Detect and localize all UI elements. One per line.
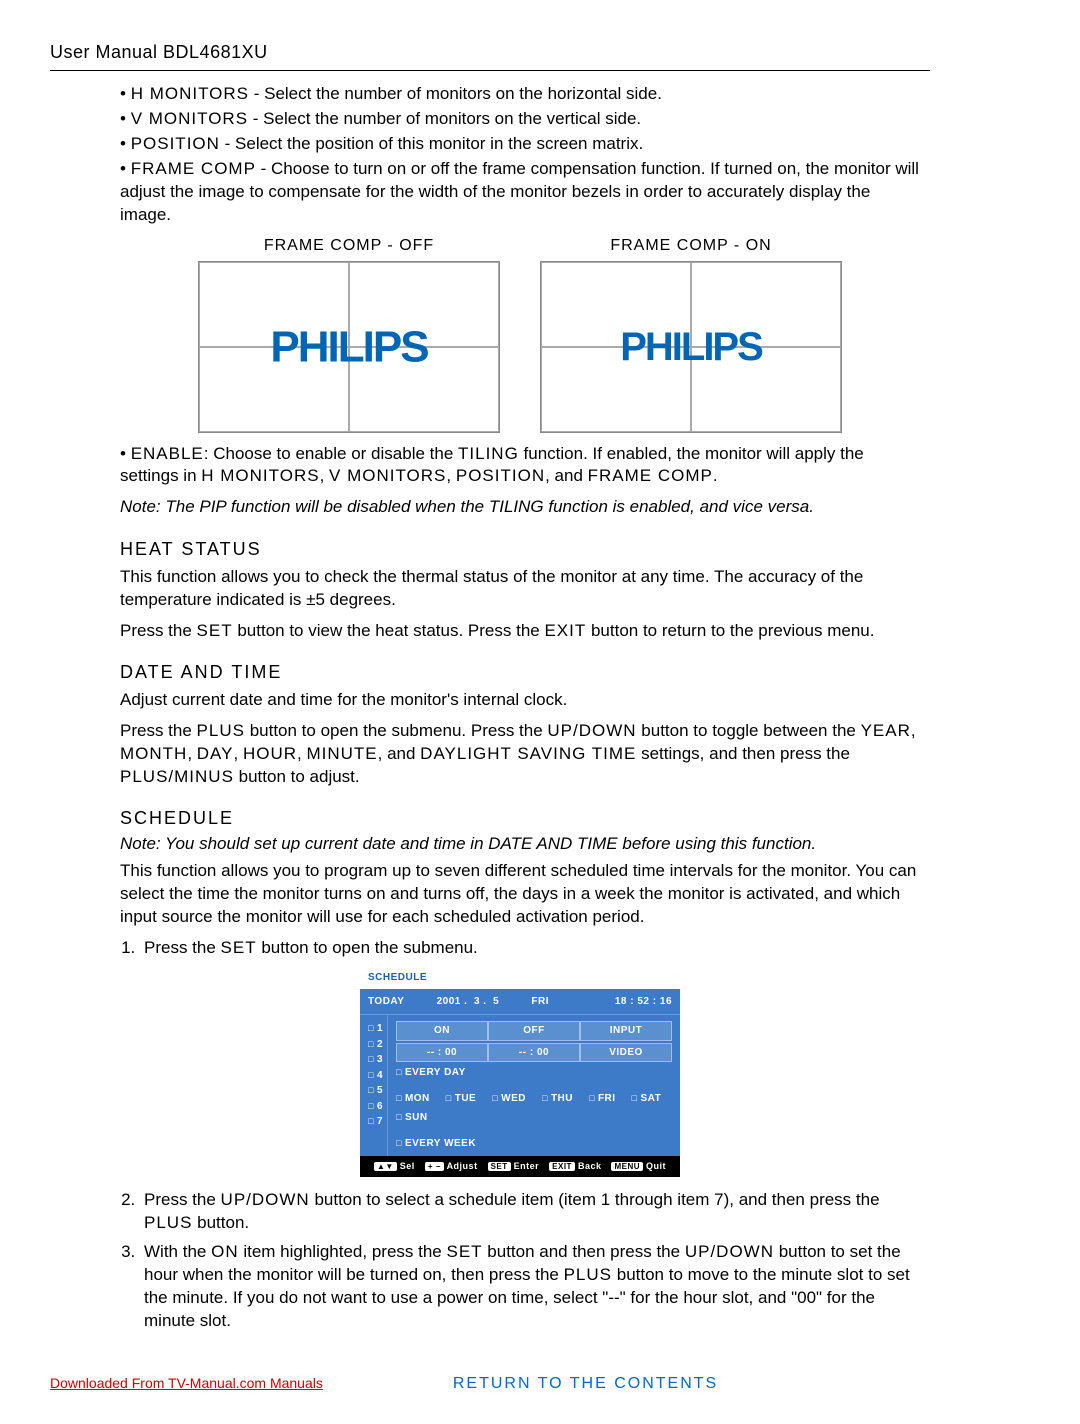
framecomp-on-col: FRAME COMP - ON PHILIPS	[540, 235, 842, 433]
bullet-enable: ENABLE: Choose to enable or disable the …	[120, 443, 920, 489]
step-1: Press the SET button to open the submenu…	[140, 937, 920, 960]
bullet-list: H MONITORS - Select the number of monito…	[120, 83, 920, 227]
schedule-p1: This function allows you to program up t…	[120, 860, 920, 929]
updown-key-icon: ▲▼	[374, 1162, 397, 1171]
osd-screenshot: SCHEDULE TODAY 2001 . 3 . 5 FRI 18 : 52 …	[120, 967, 920, 1177]
osd-day-checkbox: SAT	[632, 1092, 662, 1106]
osd-day-checkbox: WED	[492, 1092, 526, 1106]
osd-value-row: -- : 00 -- : 00 VIDEO	[396, 1043, 672, 1063]
tile-grid-on: PHILIPS	[540, 261, 842, 433]
set-key-icon: SET	[488, 1162, 511, 1171]
vmon: V MONITORS	[329, 466, 446, 485]
osd-schedule-item: 4	[368, 1068, 383, 1084]
today-label: TODAY	[368, 995, 404, 1009]
osd-day-checkbox: MON	[396, 1092, 430, 1106]
bullet-vmonitors: V MONITORS - Select the number of monito…	[120, 108, 920, 131]
osd-footer: ▲▼ Sel + − Adjust SET Enter EXIT Back ME…	[360, 1156, 680, 1177]
osd-schedule-item: 5	[368, 1083, 383, 1099]
datetime-p1: Adjust current date and time for the mon…	[120, 689, 920, 712]
osd-off-header: OFF	[488, 1021, 580, 1041]
heat-status-title: HEAT STATUS	[120, 537, 920, 561]
osd-on-header: ON	[396, 1021, 488, 1041]
osd-input-value: VIDEO	[580, 1043, 672, 1063]
osd-days: EVERY DAY MON TUE WED THU FRI SAT SUN EVERY WE…	[396, 1066, 672, 1150]
bullet-hmonitors: H MONITORS - Select the number of monito…	[120, 83, 920, 106]
osd-day-checkbox: TUE	[446, 1092, 476, 1106]
pip-note: Note: The PIP function will be disabled …	[120, 496, 920, 519]
datetime-p2: Press the PLUS button to open the submen…	[120, 720, 920, 789]
osd-body: TODAY 2001 . 3 . 5 FRI 18 : 52 : 16 1234…	[360, 989, 680, 1157]
osd-main: 1234567 ON OFF INPUT -- : 00 -- : 00 VID…	[360, 1015, 680, 1156]
datetime-title: DATE AND TIME	[120, 660, 920, 684]
text: - Select the number of monitors on the h…	[249, 84, 662, 103]
label: H MONITORS	[131, 84, 249, 103]
bullet-framecomp: FRAME COMP - Choose to turn on or off th…	[120, 158, 920, 227]
label: FRAME COMP	[131, 159, 256, 178]
osd-day-checkbox: SUN	[396, 1111, 428, 1125]
osd-schedule-item: 1	[368, 1021, 383, 1037]
osd-panel: SCHEDULE TODAY 2001 . 3 . 5 FRI 18 : 52 …	[360, 967, 680, 1177]
osd-schedule-item: 6	[368, 1099, 383, 1115]
osd-off-value: -- : 00	[488, 1043, 580, 1063]
framecomp-diagram: FRAME COMP - OFF PHILIPS FRAME COMP - ON…	[120, 235, 920, 433]
osd-day-checkbox: THU	[542, 1092, 573, 1106]
step-3: With the ON item highlighted, press the …	[140, 1241, 920, 1333]
framecomp-on-label: FRAME COMP - ON	[540, 235, 842, 257]
exit-key-icon: EXIT	[549, 1162, 575, 1171]
tiling: TILING	[458, 444, 519, 463]
enable-bullet-list: ENABLE: Choose to enable or disable the …	[120, 443, 920, 489]
schedule-note: Note: You should set up current date and…	[120, 833, 920, 856]
osd-input-header: INPUT	[580, 1021, 672, 1041]
download-link[interactable]: Downloaded From TV-Manual.com Manuals	[50, 1374, 323, 1393]
osd-schedule-item: 3	[368, 1052, 383, 1068]
osd-header-row: ON OFF INPUT	[396, 1021, 672, 1041]
text: - Select the number of monitors on the v…	[248, 109, 641, 128]
label: V MONITORS	[131, 109, 248, 128]
page-footer: Downloaded From TV-Manual.com Manuals RE…	[50, 1373, 930, 1395]
page-header: User Manual BDL4681XU	[50, 40, 930, 71]
osd-day-checkbox: FRI	[589, 1092, 616, 1106]
osd-items-col: 1234567	[360, 1015, 388, 1156]
step-2: Press the UP/DOWN button to select a sch…	[140, 1189, 920, 1235]
heat-p2: Press the SET button to view the heat st…	[120, 620, 920, 643]
schedule-title: SCHEDULE	[120, 806, 920, 830]
today-day: FRI	[531, 995, 549, 1009]
osd-right-col: ON OFF INPUT -- : 00 -- : 00 VIDEO EVERY…	[388, 1015, 680, 1156]
osd-title: SCHEDULE	[360, 967, 680, 989]
today-time: 18 : 52 : 16	[553, 995, 672, 1009]
osd-schedule-item: 2	[368, 1037, 383, 1053]
content: H MONITORS - Select the number of monito…	[120, 83, 920, 1333]
philips-logo: PHILIPS	[620, 320, 762, 374]
plusminus-key-icon: + −	[425, 1162, 444, 1171]
schedule-steps-cont: Press the UP/DOWN button to select a sch…	[120, 1189, 920, 1333]
everyday-checkbox: EVERY DAY	[396, 1066, 466, 1080]
hmon: H MONITORS	[201, 466, 319, 485]
label: POSITION	[131, 134, 220, 153]
schedule-steps: Press the SET button to open the submenu…	[120, 937, 920, 960]
bullet-position: POSITION - Select the position of this m…	[120, 133, 920, 156]
framecomp-off-label: FRAME COMP - OFF	[198, 235, 500, 257]
philips-logo: PHILIPS	[270, 317, 427, 376]
heat-p1: This function allows you to check the th…	[120, 566, 920, 612]
text: - Select the position of this monitor in…	[220, 134, 643, 153]
tile-grid-off: PHILIPS	[198, 261, 500, 433]
return-to-contents-link[interactable]: RETURN TO THE CONTENTS	[453, 1373, 718, 1395]
t: : Choose to enable or disable the	[204, 444, 458, 463]
osd-today-row: TODAY 2001 . 3 . 5 FRI 18 : 52 : 16	[360, 989, 680, 1016]
label: ENABLE	[131, 444, 204, 463]
menu-key-icon: MENU	[611, 1162, 643, 1171]
framecomp-off-col: FRAME COMP - OFF PHILIPS	[198, 235, 500, 433]
pos: POSITION	[456, 466, 545, 485]
everyweek-checkbox: EVERY WEEK	[396, 1137, 476, 1151]
today-date: 2001 . 3 . 5	[408, 995, 527, 1009]
osd-schedule-item: 7	[368, 1114, 383, 1130]
osd-on-value: -- : 00	[396, 1043, 488, 1063]
frame: FRAME COMP	[588, 466, 713, 485]
